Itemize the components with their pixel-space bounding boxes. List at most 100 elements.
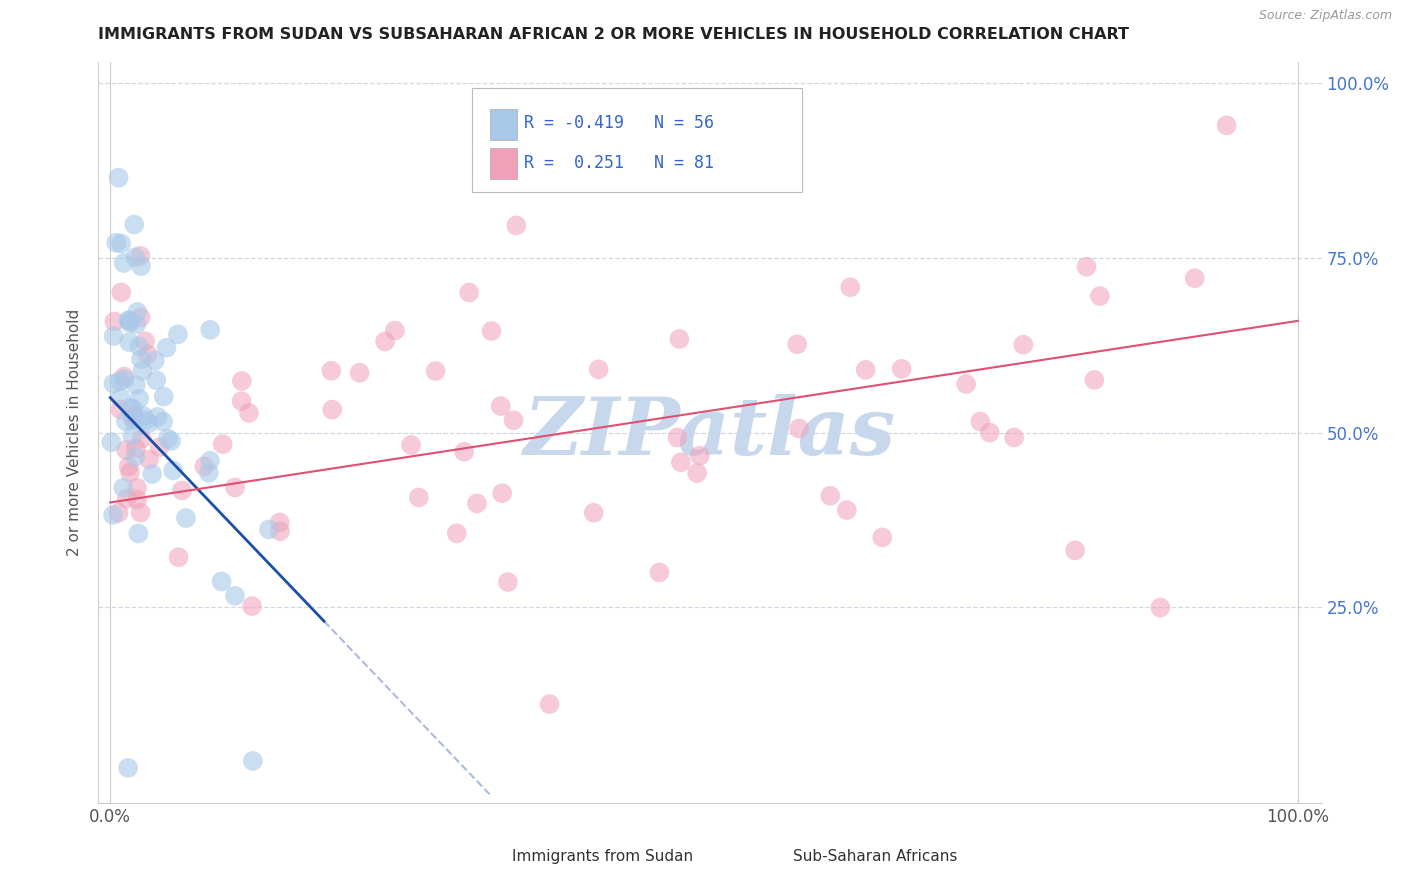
Point [491,486,513,500]
Point [167,550,190,565]
Point [979,425,1001,440]
Point [117,761,139,775]
Point [122,410,145,425]
Point [1012,337,1035,351]
Point [143,353,166,368]
Point [211,574,233,589]
Point [240,599,263,613]
Point [103,376,125,391]
Point [118,316,141,330]
Point [1076,260,1098,274]
Point [224,480,246,494]
Point [125,442,148,456]
Point [120,466,142,480]
Point [198,323,221,337]
Point [1064,543,1087,558]
Point [149,440,172,454]
Point [197,466,219,480]
Point [100,435,122,450]
Text: R = -0.419   N = 56: R = -0.419 N = 56 [524,114,714,132]
Point [689,449,711,463]
Point [321,402,343,417]
Y-axis label: 2 or more Vehicles in Household: 2 or more Vehicles in Household [67,309,83,557]
Point [399,438,422,452]
Point [127,526,149,541]
Point [110,402,132,417]
Text: Immigrants from Sudan: Immigrants from Sudan [512,848,693,863]
Point [839,280,862,294]
Point [128,339,150,353]
Point [115,414,138,428]
Point [129,259,152,273]
Point [786,337,808,351]
Point [129,310,152,325]
Point [156,432,179,446]
Point [122,413,145,427]
Point [124,450,146,464]
Point [787,421,810,435]
Point [890,362,912,376]
Point [125,481,148,495]
Point [1083,373,1105,387]
Point [446,526,468,541]
Point [425,364,447,378]
Point [648,566,671,580]
Point [666,430,689,444]
Point [384,324,406,338]
Point [107,506,129,520]
Point [269,516,291,530]
Point [112,369,135,384]
Point [141,467,163,481]
Point [224,589,246,603]
Point [458,285,481,300]
Point [124,218,146,232]
Point [686,466,709,480]
Point [152,415,174,429]
Point [110,285,132,300]
Point [870,530,893,544]
Point [408,491,430,505]
Point [105,235,128,250]
Point [669,455,692,469]
Point [955,377,977,392]
Point [112,256,135,270]
Point [582,506,605,520]
Point [110,391,132,405]
Point [167,327,190,342]
Point [489,399,512,413]
Point [231,394,253,409]
Text: IMMIGRANTS FROM SUDAN VS SUBSAHARAN AFRICAN 2 OR MORE VEHICLES IN HOUSEHOLD CORR: IMMIGRANTS FROM SUDAN VS SUBSAHARAN AFRI… [98,27,1129,42]
Point [138,452,160,467]
Point [160,434,183,448]
Point [125,378,148,392]
Point [242,754,264,768]
FancyBboxPatch shape [759,845,786,867]
Point [453,444,475,458]
Point [115,491,138,506]
Point [162,463,184,477]
Point [138,417,160,431]
Point [120,401,142,415]
Point [121,428,143,442]
Point [193,459,215,474]
Point [496,575,519,590]
Point [668,332,690,346]
Point [505,219,527,233]
FancyBboxPatch shape [471,88,801,192]
Point [101,508,124,522]
Point [128,392,150,406]
Point [152,390,174,404]
Point [103,314,125,328]
Point [122,408,145,422]
Point [136,347,159,361]
Point [118,314,141,328]
Point [269,524,291,539]
Point [818,489,841,503]
Point [231,374,253,388]
Point [127,305,149,319]
FancyBboxPatch shape [489,148,517,179]
Point [574,112,596,126]
Point [1184,271,1206,285]
Point [117,313,139,327]
Point [117,459,139,474]
